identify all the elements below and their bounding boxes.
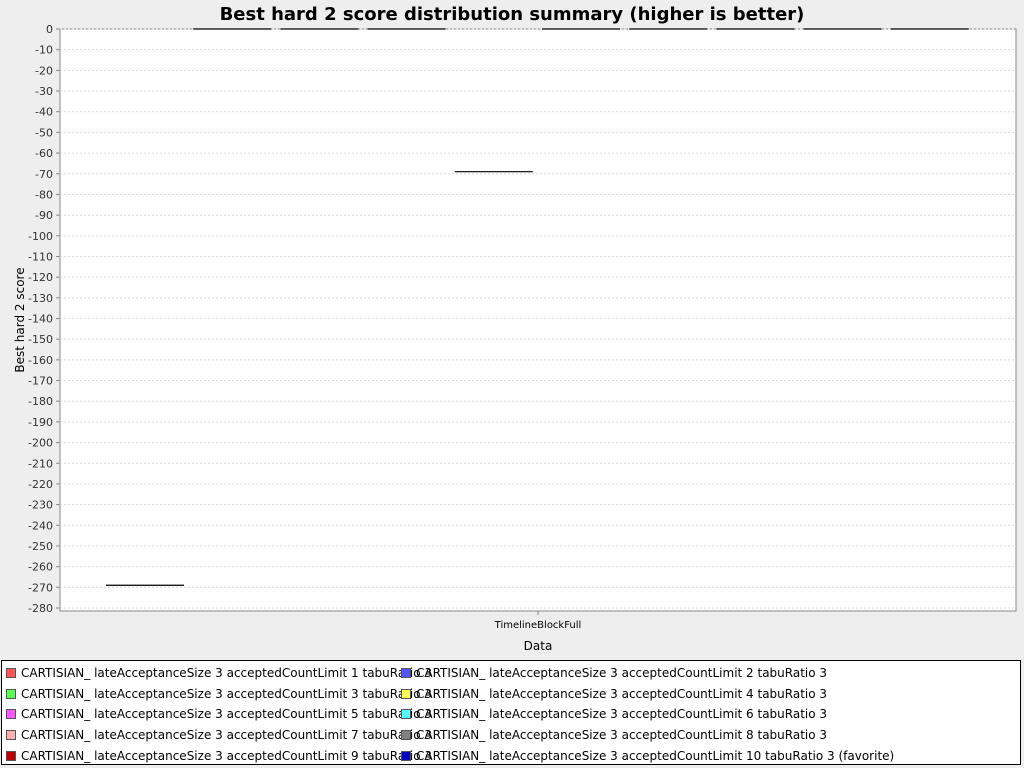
y-tick-label: -280 bbox=[28, 602, 53, 615]
y-tick-label: -220 bbox=[28, 478, 53, 491]
y-tick-label: -160 bbox=[28, 354, 53, 367]
legend-label: CARTISIAN_ lateAcceptanceSize 3 accepted… bbox=[21, 728, 433, 743]
legend-item: CARTISIAN_ lateAcceptanceSize 3 accepted… bbox=[401, 684, 827, 704]
y-tick-label: -70 bbox=[35, 168, 53, 181]
y-tick-label: -60 bbox=[35, 147, 53, 160]
y-tick-label: -200 bbox=[28, 437, 53, 450]
chart: Best hard 2 score distribution summary (… bbox=[13, 4, 1017, 653]
legend-item: CARTISIAN_ lateAcceptanceSize 3 accepted… bbox=[6, 684, 432, 704]
legend-item: CARTISIAN_ lateAcceptanceSize 3 accepted… bbox=[401, 725, 827, 745]
y-tick-label: -150 bbox=[28, 333, 53, 346]
legend-item: CARTISIAN_ lateAcceptanceSize 3 accepted… bbox=[6, 746, 432, 766]
y-tick-label: -170 bbox=[28, 375, 53, 388]
y-tick-label: -230 bbox=[28, 499, 53, 512]
legend-label: CARTISIAN_ lateAcceptanceSize 3 accepted… bbox=[416, 707, 828, 722]
legend-label: CARTISIAN_ lateAcceptanceSize 3 accepted… bbox=[21, 686, 433, 701]
y-tick-label: -80 bbox=[35, 188, 53, 201]
legend-item: CARTISIAN_ lateAcceptanceSize 3 accepted… bbox=[401, 663, 827, 683]
x-axis-label: Data bbox=[524, 639, 553, 653]
y-tick-label: -140 bbox=[28, 313, 53, 326]
legend-swatch bbox=[401, 709, 411, 720]
y-axis-label: Best hard 2 score bbox=[13, 267, 27, 372]
legend-swatch bbox=[401, 688, 411, 699]
gridlines bbox=[60, 28, 1016, 609]
legend-item: CARTISIAN_ lateAcceptanceSize 3 accepted… bbox=[6, 663, 432, 683]
legend-label: CARTISIAN_ lateAcceptanceSize 3 accepted… bbox=[21, 666, 433, 680]
legend-label: CARTISIAN_ lateAcceptanceSize 3 accepted… bbox=[21, 748, 433, 763]
legend-item: CARTISIAN_ lateAcceptanceSize 3 accepted… bbox=[6, 725, 432, 745]
y-tick-label: -50 bbox=[35, 126, 53, 139]
y-tick-label: -30 bbox=[35, 85, 53, 98]
y-tick-label: -100 bbox=[28, 230, 53, 243]
legend-swatch bbox=[6, 750, 16, 761]
legend-swatch bbox=[6, 709, 16, 720]
legend-swatch bbox=[6, 688, 16, 699]
box-series bbox=[106, 28, 969, 586]
y-tick-label: -20 bbox=[35, 64, 53, 77]
legend-swatch bbox=[6, 730, 16, 741]
y-tick-label: -190 bbox=[28, 416, 53, 429]
y-tick-label: -260 bbox=[28, 561, 53, 574]
y-tick-label: -180 bbox=[28, 395, 53, 408]
legend-item: CARTISIAN_ lateAcceptanceSize 3 accepted… bbox=[6, 704, 432, 724]
legend-label: CARTISIAN_ lateAcceptanceSize 3 accepted… bbox=[416, 748, 895, 763]
x-category-label: TimelineBlockFull bbox=[494, 620, 582, 631]
y-tick-label: -270 bbox=[28, 581, 53, 594]
legend-swatch bbox=[401, 750, 411, 761]
y-tick-label: -40 bbox=[35, 106, 53, 119]
plot-area bbox=[59, 28, 1017, 612]
chart-title: Best hard 2 score distribution summary (… bbox=[220, 4, 805, 25]
y-tick-label: -130 bbox=[28, 292, 53, 305]
y-tick-label: -240 bbox=[28, 519, 53, 532]
legend-label: CARTISIAN_ lateAcceptanceSize 3 accepted… bbox=[416, 686, 828, 701]
legend-label: CARTISIAN_ lateAcceptanceSize 3 accepted… bbox=[416, 728, 828, 743]
legend-swatch bbox=[401, 668, 411, 678]
y-axis-ticks: 0 -10 -20 -30 -40 -50 -60 -70 -80 -90 -100 -110 -120… bbox=[28, 23, 60, 615]
legend-item: CARTISIAN_ lateAcceptanceSize 3 accepted… bbox=[401, 704, 827, 724]
legend-label: CARTISIAN_ lateAcceptanceSize 3 accepted… bbox=[21, 707, 433, 722]
y-tick-label: -210 bbox=[28, 457, 53, 470]
legend: CARTISIAN_ lateAcceptanceSize 3 accepted… bbox=[1, 660, 1021, 765]
y-tick-label: 0 bbox=[46, 23, 53, 36]
y-tick-label: -110 bbox=[28, 250, 53, 263]
y-tick-label: -120 bbox=[28, 271, 53, 284]
legend-label: CARTISIAN_ lateAcceptanceSize 3 accepted… bbox=[416, 666, 828, 680]
x-axis-categories: TimelineBlockFull bbox=[494, 611, 582, 631]
y-tick-label: -250 bbox=[28, 540, 53, 553]
legend-swatch bbox=[6, 668, 16, 678]
y-tick-label: -10 bbox=[35, 44, 53, 57]
legend-swatch bbox=[401, 730, 411, 741]
legend-item: CARTISIAN_ lateAcceptanceSize 3 accepted… bbox=[401, 746, 894, 766]
y-tick-label: -90 bbox=[35, 209, 53, 222]
